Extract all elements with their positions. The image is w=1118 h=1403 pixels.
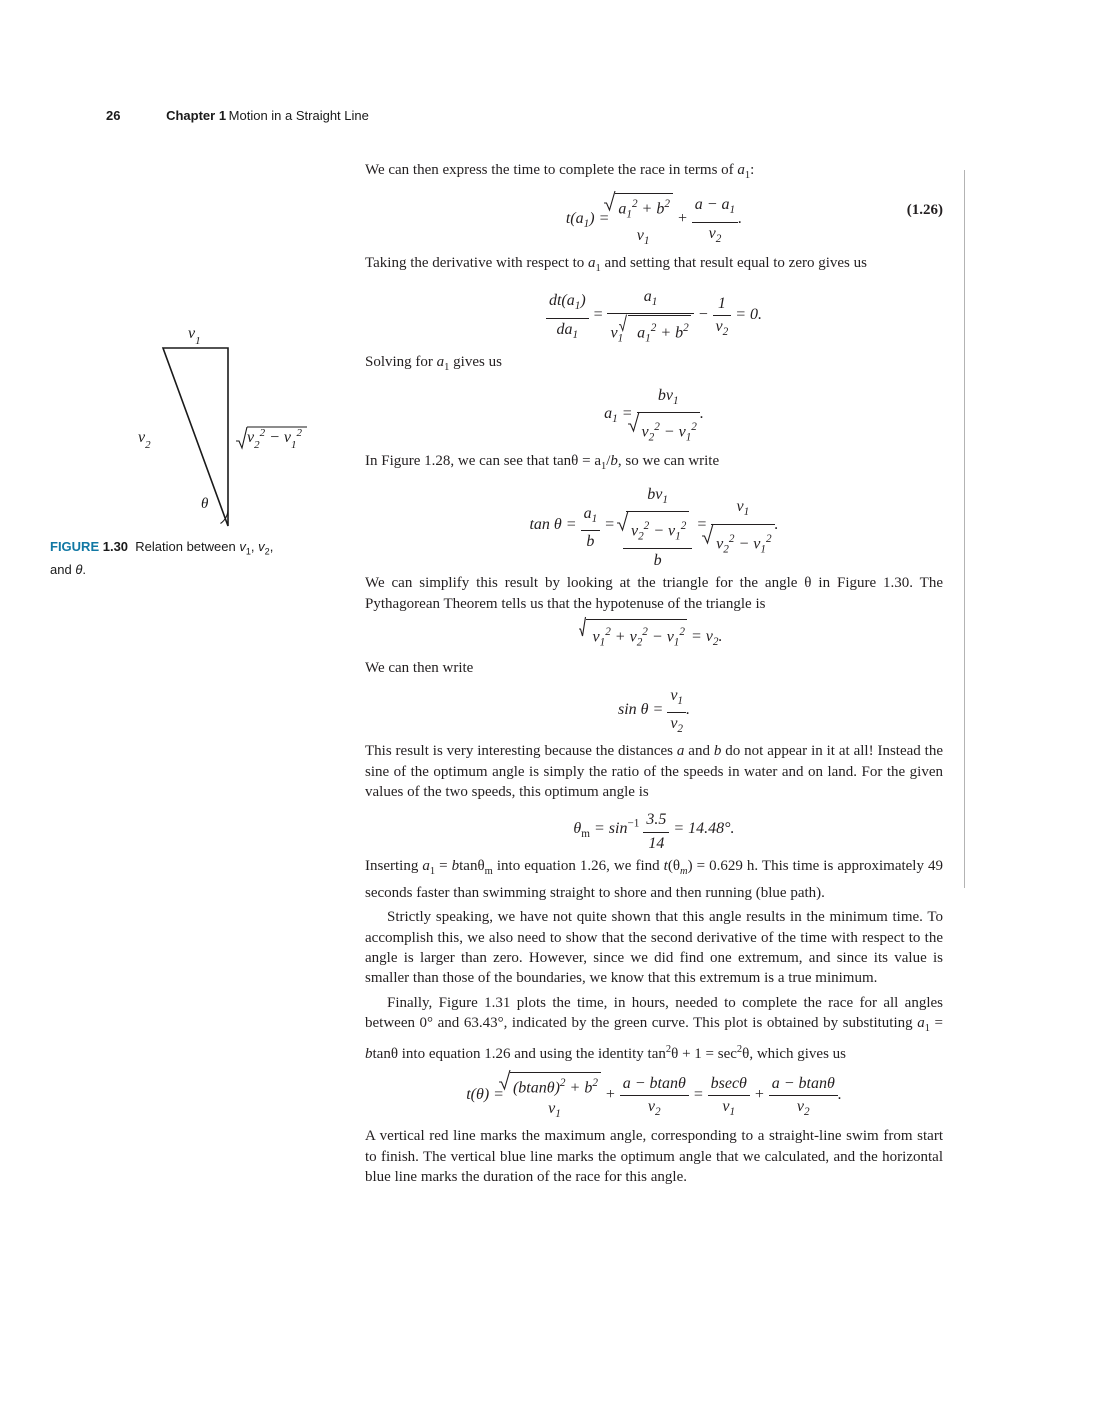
svg-text:v22 − v12: v22 − v12: [247, 427, 303, 451]
svg-text:θ: θ: [201, 496, 209, 512]
svg-text:v1: v1: [188, 325, 201, 347]
svg-text:v2: v2: [138, 429, 151, 451]
